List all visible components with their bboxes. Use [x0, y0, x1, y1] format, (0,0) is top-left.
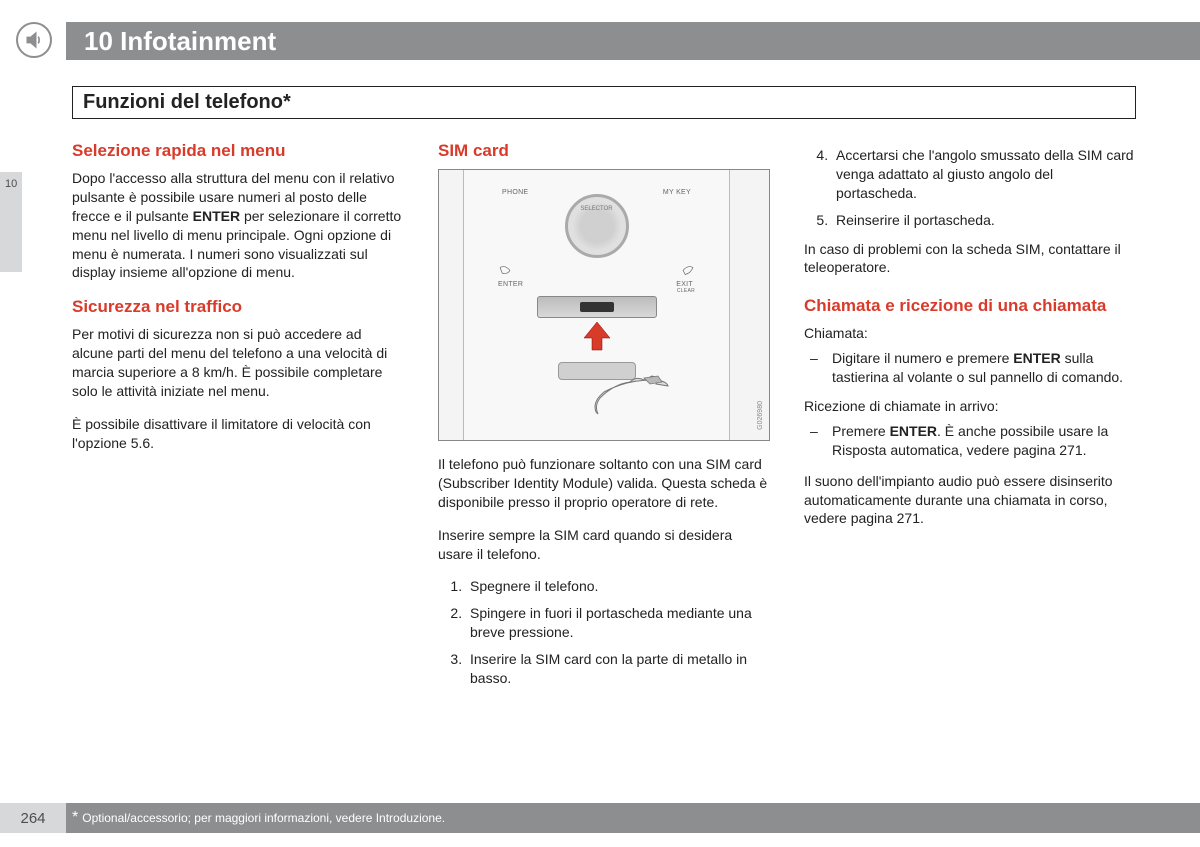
para-sim-1: Il telefono può funzionare soltanto con … [438, 455, 770, 512]
para-quick-menu: Dopo l'accesso alla struttura del menu c… [72, 169, 404, 282]
heading-quick-menu: Selezione rapida nel menu [72, 140, 404, 163]
sim-steps-list: Spegnere il telefono. Spingere in fuori … [438, 577, 770, 687]
para-traffic-1: Per motivi di sicurezza non si può acced… [72, 325, 404, 401]
chapter-header: 10 Infotainment [66, 22, 1200, 60]
list-item: Premere ENTER. È anche possibile usare l… [832, 422, 1136, 460]
footnote-text: Optional/accessorio; per maggiori inform… [82, 811, 445, 825]
para-receive-label: Ricezione di chiamate in arrivo: [804, 397, 1136, 416]
column-3: Accertarsi che l'angolo smussato della S… [804, 140, 1136, 696]
sim-card-diagram: PHONE MY KEY SOUND SELECTOR ENTER EXIT C… [438, 169, 770, 441]
para-call-label: Chiamata: [804, 324, 1136, 343]
section-title-box: Funzioni del telefono* [72, 86, 1136, 119]
speaker-icon [16, 22, 52, 58]
column-2: SIM card PHONE MY KEY SOUND SELECTOR ENT… [438, 140, 770, 696]
para-sim-2: Inserire sempre la SIM card quando si de… [438, 526, 770, 564]
page-number: 264 [0, 803, 66, 833]
para-audio-mute: Il suono dell'impianto audio può essere … [804, 472, 1136, 529]
sim-steps-list-cont: Accertarsi che l'angolo smussato della S… [804, 146, 1136, 230]
label-clear: CLEAR [677, 288, 695, 295]
receive-steps: Premere ENTER. È anche possibile usare l… [804, 422, 1136, 460]
list-item: Spegnere il telefono. [466, 577, 770, 596]
footer-bar: * Optional/accessorio; per maggiori info… [66, 803, 1200, 833]
call-steps: Digitare il numero e premere ENTER sulla… [804, 349, 1136, 387]
side-tab-label: 10 [5, 178, 17, 190]
list-item: Digitare il numero e premere ENTER sulla… [832, 349, 1136, 387]
para-traffic-2: È possibile disattivare il limitatore di… [72, 415, 404, 453]
chapter-title: 10 Infotainment [84, 26, 276, 57]
label-selector: SELECTOR [580, 204, 612, 212]
heading-sim-card: SIM card [438, 140, 770, 163]
list-item: Spingere in fuori il portascheda mediant… [466, 604, 770, 642]
gear-lever [586, 374, 706, 418]
heading-traffic-safety: Sicurezza nel traffico [72, 296, 404, 319]
sim-slot [537, 296, 657, 318]
selector-dial: SELECTOR [565, 194, 629, 258]
list-item: Inserire la SIM card con la parte di met… [466, 650, 770, 688]
arrow-up-icon [580, 320, 614, 354]
para-sim-problem: In caso di problemi con la scheda SIM, c… [804, 240, 1136, 278]
column-1: Selezione rapida nel menu Dopo l'accesso… [72, 140, 404, 696]
list-item: Accertarsi che l'angolo smussato della S… [832, 146, 1136, 203]
footnote-star: * [72, 809, 78, 827]
label-mykey: MY KEY [663, 188, 691, 197]
label-enter: ENTER [498, 280, 523, 289]
label-phone: PHONE [502, 188, 528, 197]
section-title: Funzioni del telefono* [83, 91, 1125, 114]
heading-call: Chiamata e ricezione di una chiamata [804, 295, 1136, 318]
list-item: Reinserire il portascheda. [832, 211, 1136, 230]
image-code: G026980 [756, 401, 765, 430]
content-columns: Selezione rapida nel menu Dopo l'accesso… [72, 140, 1136, 696]
